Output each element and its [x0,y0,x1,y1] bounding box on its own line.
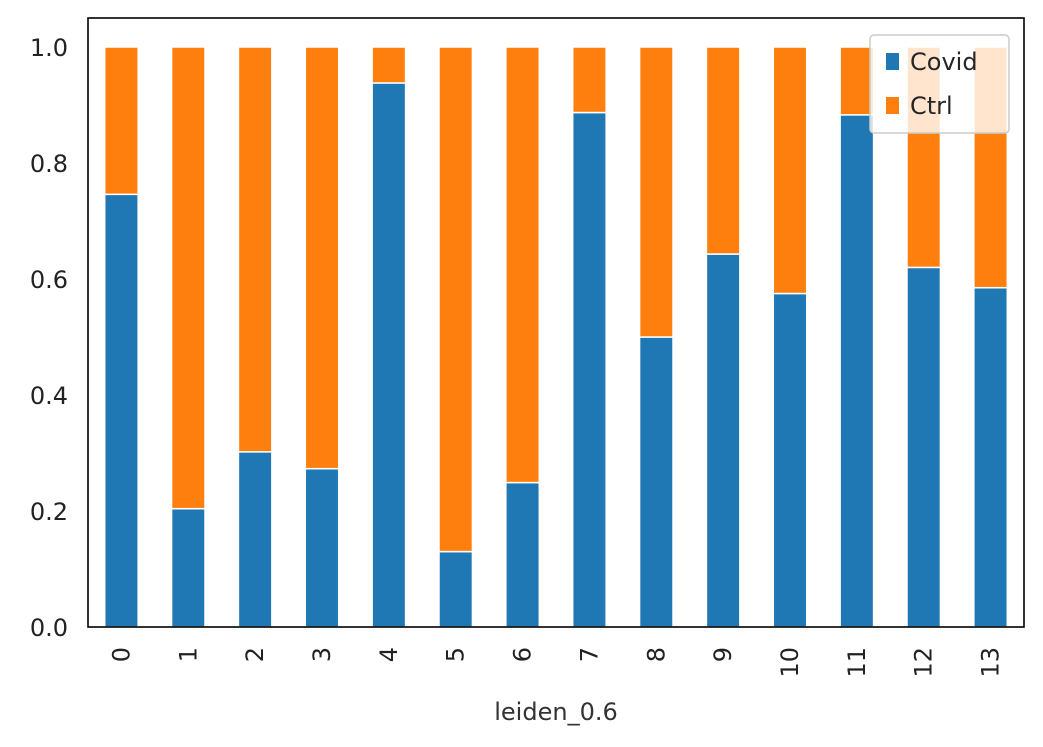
x-axis: 0 1 2 3 4 5 6 7 8 9 10 11 12 13 [107,647,1004,678]
legend-swatch-ctrl [886,97,899,114]
plot-frame [87,17,1025,628]
bar-covid-11 [839,114,875,628]
bar-covid-10 [772,292,808,628]
x-tick-label: 0 [107,647,135,662]
x-tick-label: 4 [375,647,403,662]
y-tick-label: 1.0 [30,34,68,62]
x-tick-label: 5 [442,647,470,662]
bar-covid-7 [571,111,607,628]
x-tick-label: 9 [709,647,737,662]
y-tick-label: 0.6 [30,266,68,294]
x-tick-label: 8 [642,647,670,662]
bar-covid-2 [237,451,273,628]
bar-ctrl-2 [237,46,273,453]
bar-ctrl-9 [705,46,741,255]
x-tick-label: 6 [509,647,537,662]
bar-ctrl-4 [371,46,407,84]
bar-covid-3 [304,467,340,628]
bar-ctrl-11 [839,46,875,116]
x-tick-label: 7 [575,647,603,662]
legend: Covid Ctrl [869,34,1010,134]
x-tick-label: 2 [241,647,269,662]
bar-covid-6 [505,481,541,628]
y-tick-label: 0.4 [30,382,68,410]
y-axis: 0.0 0.2 0.4 0.6 0.8 1.0 [30,34,68,642]
legend-label-ctrl: Ctrl [910,92,953,120]
y-tick-label: 0.0 [30,614,68,642]
legend-swatch-covid [886,53,899,70]
bar-ctrl-6 [505,46,541,484]
y-tick-label: 0.8 [30,150,68,178]
x-tick-label: 11 [843,647,871,678]
bar-covid-1 [170,507,206,628]
bars-group [103,46,1009,628]
bar-covid-0 [103,193,139,628]
x-axis-title: leiden_0.6 [494,698,617,726]
bar-ctrl-3 [304,46,340,470]
bar-ctrl-0 [103,46,139,196]
legend-label-covid: Covid [910,48,978,76]
legend-box [869,34,1010,134]
bar-ctrl-10 [772,46,808,295]
bar-covid-13 [973,286,1009,628]
x-tick-label: 10 [776,647,804,678]
x-tick-label: 13 [977,647,1005,678]
bar-ctrl-7 [571,46,607,114]
x-tick-label: 12 [910,647,938,678]
y-tick-label: 0.2 [30,498,68,526]
x-tick-label: 3 [308,647,336,662]
bar-covid-8 [638,336,674,628]
bar-covid-12 [906,266,942,628]
bar-covid-5 [438,550,474,628]
bar-covid-9 [705,253,741,628]
bar-covid-4 [371,82,407,628]
bar-ctrl-8 [638,46,674,338]
x-tick-label: 1 [174,647,202,662]
bar-ctrl-5 [438,46,474,553]
bar-ctrl-1 [170,46,206,510]
